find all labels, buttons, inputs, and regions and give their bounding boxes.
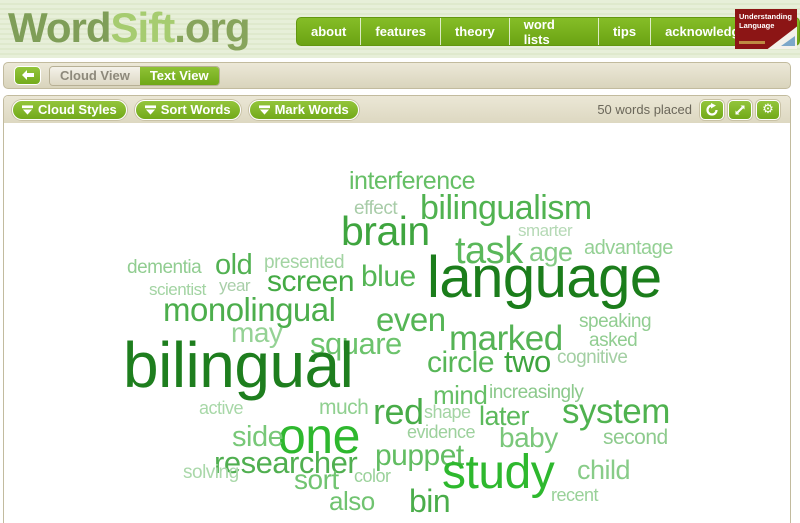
logo-part-word: Word bbox=[8, 4, 112, 51]
cloud-word-recent[interactable]: recent bbox=[551, 485, 599, 505]
back-arrow-icon bbox=[21, 67, 34, 85]
gear-icon: ⚙ bbox=[762, 102, 774, 117]
understanding-language-logo[interactable]: Understanding Language bbox=[735, 9, 797, 49]
cloud-word-even[interactable]: even bbox=[376, 301, 446, 338]
cloud-word-bin[interactable]: bin bbox=[409, 483, 451, 519]
mark-words-button[interactable]: Mark Words bbox=[248, 99, 359, 120]
icon-button-group: ⚙ bbox=[700, 99, 780, 120]
nav-item-tips[interactable]: tips bbox=[597, 18, 650, 45]
resize-button[interactable] bbox=[728, 99, 752, 120]
cloud-word-square[interactable]: square bbox=[310, 326, 402, 361]
cloud-word-much[interactable]: much bbox=[319, 396, 369, 419]
tab-cloud-view[interactable]: Cloud View bbox=[50, 66, 140, 85]
partner-logo-text: Understanding Language bbox=[739, 12, 792, 30]
back-button[interactable] bbox=[14, 66, 41, 85]
cloud-word-interference[interactable]: interference bbox=[349, 167, 476, 195]
cloud-word-red[interactable]: red bbox=[373, 391, 424, 432]
cloud-word-cognitive[interactable]: cognitive bbox=[557, 347, 628, 368]
controls-right: 50 words placed ⚙ bbox=[597, 99, 790, 120]
cloud-word-marked[interactable]: marked bbox=[449, 319, 563, 358]
cloud-word-year[interactable]: year bbox=[219, 276, 251, 295]
cloud-word-study[interactable]: study bbox=[442, 446, 555, 499]
cloud-word-one[interactable]: one bbox=[278, 408, 360, 464]
resize-icon bbox=[734, 104, 746, 116]
dropdown-button-label: Cloud Styles bbox=[38, 102, 117, 117]
cloud-word-bilingualism[interactable]: bilingualism bbox=[420, 189, 592, 227]
cloud-word-presented[interactable]: presented bbox=[264, 252, 345, 273]
logo-part-org: .org bbox=[174, 4, 250, 51]
cloud-word-brain[interactable]: brain bbox=[341, 208, 430, 254]
site-header: WordSift.org about features theory word lis… bbox=[0, 0, 800, 58]
logo-part-sift: Sift bbox=[110, 4, 176, 51]
nav-item-word-lists[interactable]: word lists bbox=[508, 18, 598, 45]
cloud-word-language[interactable]: language bbox=[427, 245, 662, 310]
dropdown-button-group: Cloud Styles Sort Words Mark Words bbox=[4, 99, 359, 120]
cloud-word-smarter[interactable]: smarter bbox=[518, 221, 573, 240]
cloud-word-effect[interactable]: effect bbox=[354, 198, 398, 219]
cloud-word-puppet[interactable]: puppet bbox=[375, 439, 464, 472]
main-nav: about features theory word lists tips acknowl… bbox=[296, 17, 800, 46]
nav-item-theory[interactable]: theory bbox=[439, 18, 509, 45]
cloud-word-also[interactable]: also bbox=[329, 486, 375, 516]
words-placed-status: 50 words placed bbox=[597, 102, 692, 117]
cloud-word-asked[interactable]: asked bbox=[589, 330, 638, 351]
cloud-word-active[interactable]: active bbox=[199, 398, 244, 418]
cloud-controls-bar: Cloud Styles Sort Words Mark Words 50 word… bbox=[4, 96, 790, 123]
nav-item-features[interactable]: features bbox=[360, 18, 440, 45]
cloud-styles-button[interactable]: Cloud Styles bbox=[12, 99, 127, 120]
word-cloud-canvas: interference effect bilingualism brain smart… bbox=[4, 123, 790, 523]
cloud-workspace: Cloud Styles Sort Words Mark Words 50 word… bbox=[3, 95, 791, 523]
refresh-button[interactable] bbox=[700, 99, 724, 120]
cloud-word-sort[interactable]: sort bbox=[294, 464, 339, 495]
cloud-word-shape[interactable]: shape bbox=[424, 402, 471, 422]
cloud-word-old[interactable]: old bbox=[215, 249, 253, 281]
dropdown-funnel-icon bbox=[144, 104, 156, 115]
cloud-word-speaking[interactable]: speaking bbox=[579, 311, 652, 332]
cloud-word-later[interactable]: later bbox=[479, 401, 530, 431]
gear-button[interactable]: ⚙ bbox=[756, 99, 780, 120]
cloud-word-child[interactable]: child bbox=[577, 455, 631, 485]
cloud-word-second[interactable]: second bbox=[603, 426, 668, 449]
dropdown-funnel-icon bbox=[258, 104, 270, 115]
cloud-word-age[interactable]: age bbox=[529, 237, 573, 267]
cloud-word-evidence[interactable]: evidence bbox=[407, 422, 476, 442]
paper-plane-shade bbox=[781, 36, 795, 46]
cloud-word-side[interactable]: side bbox=[232, 421, 284, 453]
dropdown-funnel-icon bbox=[22, 104, 33, 115]
cloud-word-advantage[interactable]: advantage bbox=[584, 237, 673, 259]
cloud-word-two[interactable]: two bbox=[504, 344, 551, 379]
cloud-word-circle[interactable]: circle bbox=[427, 346, 495, 379]
cloud-word-dementia[interactable]: dementia bbox=[127, 257, 202, 278]
cloud-word-solving[interactable]: solving bbox=[183, 462, 239, 483]
cloud-word-increasingly[interactable]: increasingly bbox=[489, 382, 584, 403]
cloud-word-blue[interactable]: blue bbox=[361, 260, 416, 293]
cloud-word-scientist[interactable]: scientist bbox=[149, 280, 206, 299]
dropdown-button-label: Sort Words bbox=[160, 102, 231, 117]
cloud-word-system[interactable]: system bbox=[562, 392, 670, 431]
view-tabs: Cloud View Text View bbox=[49, 65, 220, 86]
view-toolbar: Cloud View Text View bbox=[3, 62, 791, 89]
cloud-word-mind[interactable]: mind bbox=[433, 380, 488, 410]
refresh-icon bbox=[705, 102, 719, 117]
cloud-word-screen[interactable]: screen bbox=[267, 265, 355, 298]
dropdown-button-label: Mark Words bbox=[274, 102, 349, 117]
cloud-word-bilingual[interactable]: bilingual bbox=[123, 329, 354, 401]
cloud-word-may[interactable]: may bbox=[231, 317, 283, 348]
site-logo[interactable]: WordSift.org bbox=[8, 4, 251, 52]
tab-text-view[interactable]: Text View bbox=[139, 66, 219, 85]
cloud-word-color[interactable]: color bbox=[354, 466, 391, 486]
cloud-word-baby[interactable]: baby bbox=[499, 422, 558, 453]
partner-logo-subtext-bar bbox=[739, 41, 765, 44]
nav-item-about[interactable]: about bbox=[311, 24, 347, 39]
cloud-word-monolingual[interactable]: monolingual bbox=[163, 291, 336, 328]
cloud-word-researcher[interactable]: researcher bbox=[214, 445, 358, 480]
cloud-word-task[interactable]: task bbox=[455, 230, 523, 272]
sort-words-button[interactable]: Sort Words bbox=[134, 99, 241, 120]
